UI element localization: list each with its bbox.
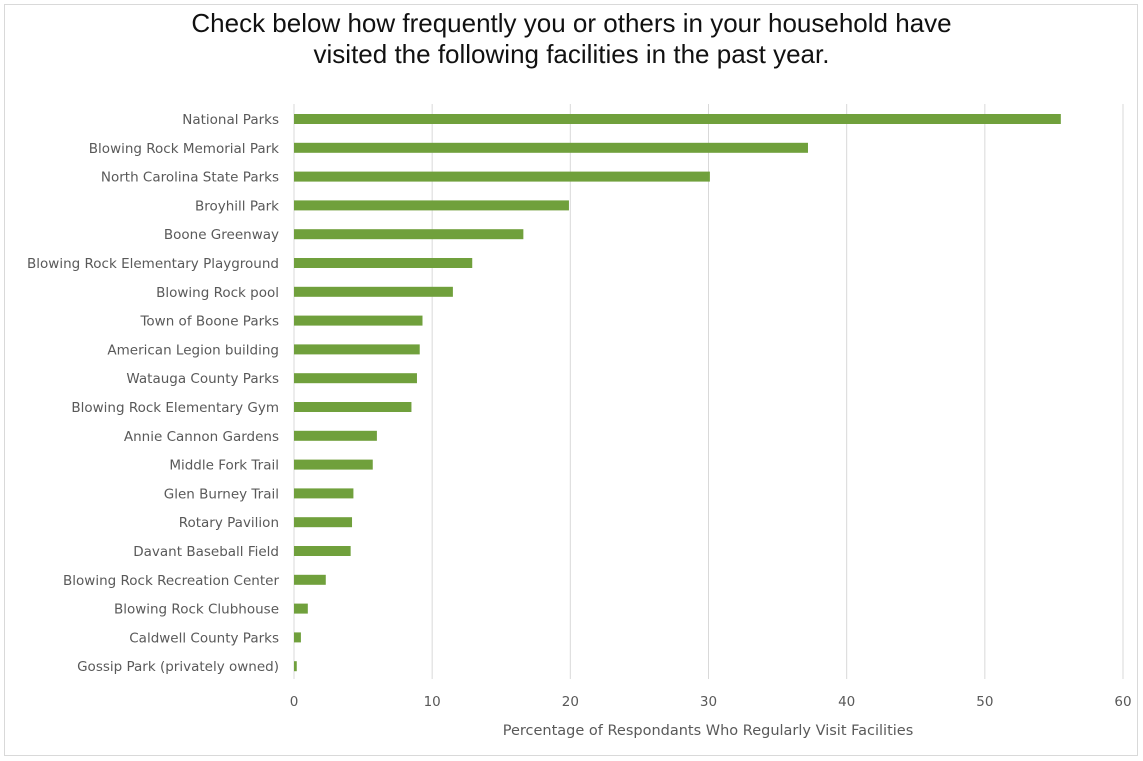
bars: [294, 114, 1061, 672]
bar: [294, 546, 351, 556]
x-tick-label: 60: [1114, 694, 1131, 710]
x-tick-label: 50: [976, 694, 993, 710]
category-label: Blowing Rock Elementary Playground: [27, 256, 279, 272]
category-label: Watauga County Parks: [126, 371, 279, 387]
category-label: Blowing Rock Clubhouse: [114, 602, 279, 618]
bar: [294, 229, 524, 240]
bar: [294, 430, 377, 441]
category-label: National Parks: [182, 112, 279, 128]
category-label: Blowing Rock Recreation Center: [63, 573, 279, 589]
category-label: Blowing Rock pool: [156, 285, 279, 301]
bar: [294, 459, 373, 470]
x-tick-label: 40: [838, 694, 855, 710]
bar: [294, 344, 420, 355]
bar: [294, 488, 354, 499]
bar: [294, 171, 710, 182]
bar: [294, 632, 301, 643]
category-label: American Legion building: [107, 342, 279, 358]
category-label: Boone Greenway: [164, 227, 279, 243]
bar: [294, 286, 453, 297]
bar: [294, 373, 417, 384]
category-label: Broyhill Park: [195, 198, 279, 214]
chart-title-line-1: Check below how frequently you or others…: [191, 8, 952, 38]
bar: [294, 142, 808, 153]
x-tick-labels: 0 10 20 30 40 50 60: [290, 694, 1132, 710]
bar: [294, 200, 569, 211]
category-label: North Carolina State Parks: [101, 170, 279, 186]
category-label: Blowing Rock Elementary Gym: [71, 400, 279, 416]
bar: [294, 574, 326, 585]
x-tick-label: 10: [424, 694, 441, 710]
gridlines: [293, 104, 1124, 679]
x-axis-title: Percentage of Respondants Who Regularly …: [503, 723, 914, 739]
bar: [294, 661, 297, 672]
category-label: Caldwell County Parks: [129, 630, 279, 646]
category-labels: National Parks Blowing Rock Memorial Park…: [27, 112, 279, 675]
bar: [294, 517, 353, 528]
bar: [294, 114, 1061, 124]
category-label: Davant Baseball Field: [133, 544, 279, 560]
category-label: Annie Cannon Gardens: [124, 429, 279, 445]
category-label: Town of Boone Parks: [139, 314, 279, 330]
category-label: Glen Burney Trail: [164, 486, 279, 502]
bar: [294, 603, 308, 614]
chart-title-line-2: visited the following facilities in the …: [313, 39, 830, 69]
chart-title: Check below how frequently you or others…: [0, 8, 1143, 70]
x-tick-label: 30: [700, 694, 717, 710]
x-tick-label: 0: [290, 694, 299, 710]
x-tick-label: 20: [562, 694, 579, 710]
bar: [294, 315, 423, 326]
bar: [294, 402, 412, 412]
category-label: Middle Fork Trail: [169, 458, 279, 474]
bar: [294, 258, 473, 268]
chart-frame: [4, 4, 1138, 756]
category-label: Rotary Pavilion: [179, 515, 279, 531]
category-label: Blowing Rock Memorial Park: [89, 141, 279, 157]
category-label: Gossip Park (privately owned): [77, 659, 279, 675]
